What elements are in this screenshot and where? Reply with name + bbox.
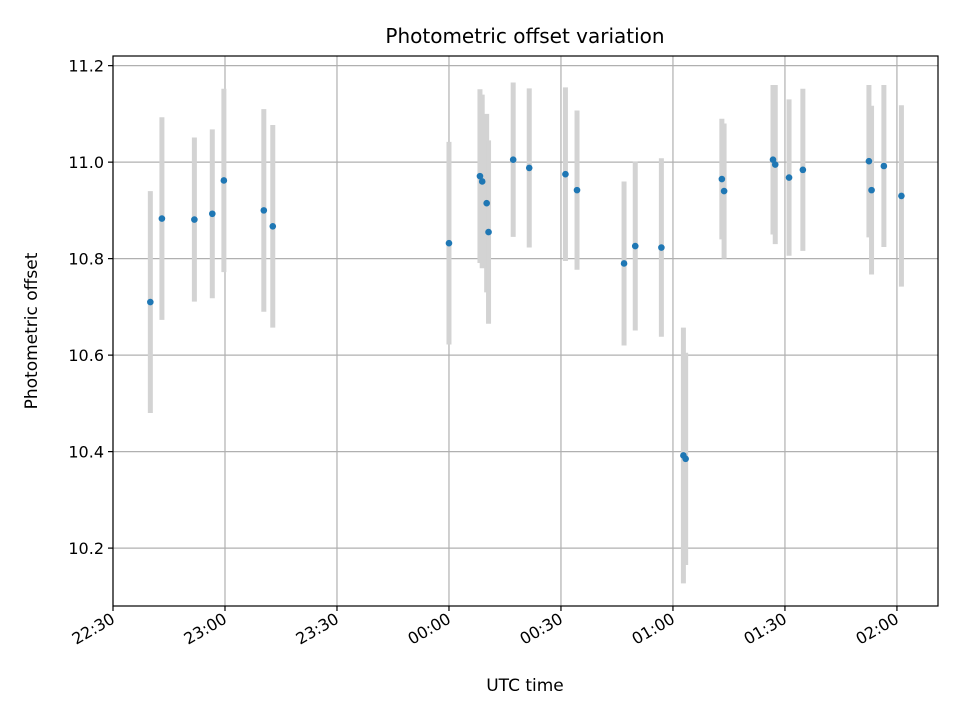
y-tick-label: 10.8 [68, 250, 104, 269]
data-point [771, 161, 779, 168]
data-point [260, 207, 268, 214]
data-point [631, 242, 639, 250]
y-tick-label: 11.2 [68, 57, 104, 76]
data-point [485, 228, 492, 236]
x-tick-label: 00:00 [405, 609, 454, 649]
data-point [483, 199, 490, 207]
data-point [658, 244, 665, 251]
y-tick-label: 10.2 [68, 539, 104, 558]
data-point [785, 174, 793, 181]
data-point [147, 298, 154, 306]
data-point [880, 162, 888, 170]
data-point [208, 210, 216, 218]
data-point [720, 187, 728, 195]
y-tick-label: 11.0 [68, 153, 104, 172]
x-tick-label: 00:30 [517, 609, 566, 649]
data-point [620, 260, 628, 267]
y-tick-label: 10.6 [68, 346, 104, 365]
data-point [220, 177, 228, 184]
data-point [868, 186, 875, 194]
error-bars [147, 82, 904, 584]
x-tick-label: 23:30 [293, 609, 342, 649]
x-tick-label: 22:30 [69, 609, 118, 649]
x-tick-label: 01:00 [629, 609, 678, 649]
data-point [573, 186, 581, 194]
data-point [898, 192, 905, 200]
x-tick-label: 02:00 [853, 609, 902, 649]
y-axis-label: Photometric offset [22, 252, 42, 409]
data-point [562, 170, 569, 178]
data-point [269, 223, 277, 230]
data-point [525, 164, 533, 172]
grid-lines [112, 56, 938, 606]
chart-title: Photometric offset variation [385, 24, 664, 48]
data-point [509, 156, 517, 164]
x-tick-label: 01:30 [741, 609, 790, 649]
data-point [718, 175, 726, 183]
data-point [476, 172, 484, 180]
x-tick-label: 23:00 [181, 609, 230, 649]
data-point [865, 157, 873, 165]
data-point [799, 166, 807, 174]
y-axis-ticks: 10.2 10.4 10.6 10.8 11.0 11.2 [68, 57, 113, 558]
data-point [191, 216, 198, 223]
plot-area-frame [112, 55, 939, 607]
data-point [445, 239, 453, 247]
data-point [158, 215, 166, 222]
y-tick-label: 10.4 [68, 443, 104, 462]
data-points [147, 156, 905, 463]
x-axis-label: UTC time [486, 676, 564, 696]
data-point [682, 455, 689, 463]
data-point [478, 178, 486, 185]
x-axis-ticks: 22:30 23:00 23:30 00:00 00:30 01:00 01:30 02:00 [69, 606, 902, 649]
